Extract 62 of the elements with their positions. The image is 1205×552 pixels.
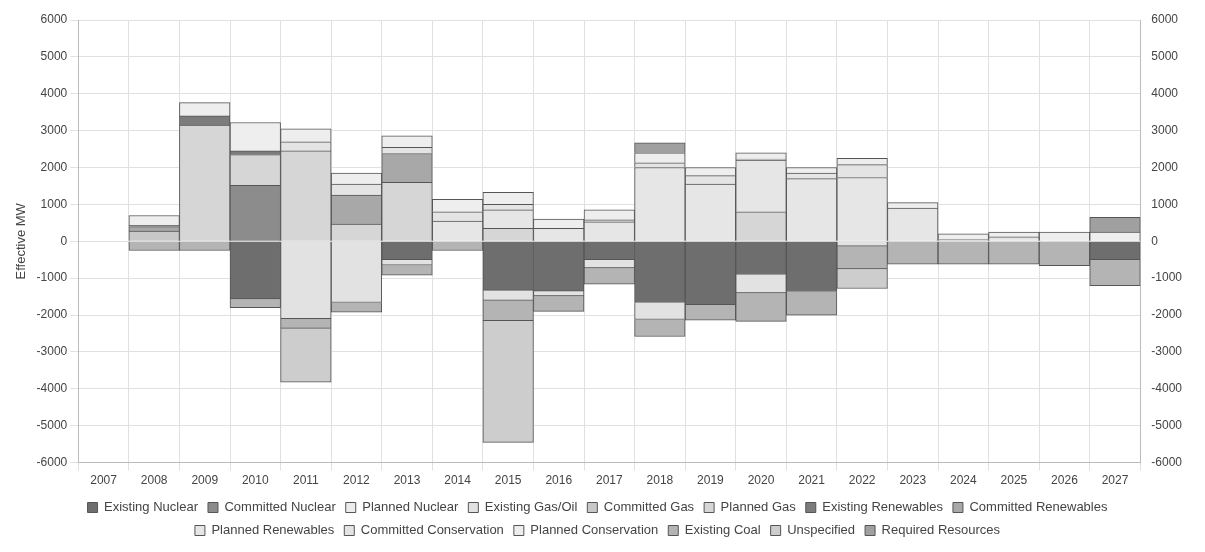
y-tick-label: 2000	[40, 159, 68, 174]
x-tick-label: 2026	[1051, 473, 1079, 488]
y-tick-label: 1000	[40, 196, 68, 211]
x-tick-label: 2010	[241, 473, 269, 488]
y2-tick-label: 4000	[1151, 86, 1179, 101]
x-tick-label: 2023	[899, 473, 927, 488]
legend-label: Planned Conservation	[530, 522, 659, 538]
x-tick-label: 2019	[697, 473, 725, 488]
legend-label: Planned Gas	[720, 499, 797, 515]
y-tick-label: -2000	[36, 307, 68, 322]
y2-tick-label: 3000	[1151, 122, 1179, 137]
y-tick-label: 3000	[40, 122, 68, 137]
y-tick-label: -6000	[36, 454, 68, 469]
y2-tick-label: 1000	[1151, 196, 1179, 211]
x-tick-label: 2017	[595, 473, 623, 488]
y2-tick-label: -4000	[1151, 381, 1183, 396]
x-tick-label: 2014	[444, 473, 472, 488]
x-tick-label: 2009	[191, 473, 219, 488]
x-tick-label: 2008	[140, 473, 168, 488]
y-tick-label: -3000	[36, 344, 68, 359]
y2-tick-label: 6000	[1151, 12, 1179, 27]
x-tick-label: 2024	[949, 473, 977, 488]
x-tick-label: 2012	[343, 473, 371, 488]
x-tick-label: 2018	[646, 473, 674, 488]
legend-label: Existing Renewables	[822, 499, 944, 515]
y2-tick-label: -3000	[1151, 344, 1183, 359]
legend-label: Unspecified	[787, 522, 856, 538]
y2-tick-label: 2000	[1151, 159, 1179, 174]
legend-label: Required Resources	[881, 522, 1001, 538]
x-tick-label: 2007	[90, 473, 118, 488]
x-tick-label: 2011	[292, 473, 320, 488]
y2-tick-label: 0	[1151, 233, 1159, 248]
legend-label: Planned Nuclear	[362, 499, 460, 515]
y-tick-label: 6000	[40, 12, 68, 27]
x-tick-label: 2027	[1101, 473, 1129, 488]
legend-label: Existing Coal	[684, 522, 761, 538]
x-tick-label: 2013	[393, 473, 421, 488]
x-tick-label: 2020	[747, 473, 775, 488]
x-tick-label: 2025	[1000, 473, 1028, 488]
legend-label: Existing Gas/Oil	[484, 499, 578, 515]
x-tick-label: 2022	[848, 473, 876, 488]
y2-tick-label: -2000	[1151, 307, 1183, 322]
y2-tick-label: -5000	[1151, 418, 1183, 433]
y2-tick-label: 5000	[1151, 49, 1179, 64]
x-tick-label: 2021	[798, 473, 826, 488]
x-tick-label: 2016	[545, 473, 573, 488]
y-tick-label: 5000	[40, 49, 68, 64]
y-tick-label: 4000	[40, 86, 68, 101]
legend-label: Existing Nuclear	[104, 499, 199, 515]
legend-label: Committed Conservation	[360, 522, 504, 538]
y-axis-title: Effective MW	[13, 202, 29, 280]
y-tick-label: -4000	[36, 381, 68, 396]
legend-label: Planned Renewables	[211, 522, 335, 538]
x-tick-label: 2015	[494, 473, 522, 488]
y-tick-label: -1000	[36, 270, 68, 285]
legend-label: Committed Gas	[603, 499, 695, 515]
y-tick-label: 0	[60, 233, 68, 248]
y2-tick-label: -6000	[1151, 454, 1183, 469]
legend-label: Committed Nuclear	[224, 499, 337, 515]
y-tick-label: -5000	[36, 418, 68, 433]
legend-label: Committed Renewables	[969, 499, 1108, 515]
y2-tick-label: -1000	[1151, 270, 1183, 285]
